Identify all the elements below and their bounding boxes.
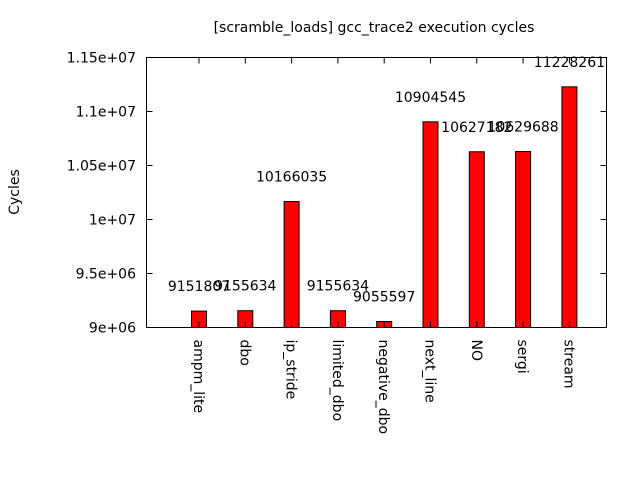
chart-title: [scramble_loads] gcc_trace2 execution cy… xyxy=(214,20,535,36)
data-label-NO: 10627182 xyxy=(441,120,512,136)
data-label-limited_dbo: 9155634 xyxy=(307,279,369,295)
y-tick-label: 1.15e+07 xyxy=(67,51,136,67)
category-label-NO: NO xyxy=(468,340,484,362)
bar-stream xyxy=(561,86,578,328)
bar-next_line xyxy=(422,121,439,328)
y-tick-label: 1.05e+07 xyxy=(67,159,136,175)
y-axis-label: Cycles xyxy=(7,169,23,215)
plot-frame xyxy=(146,57,607,328)
category-label-stream: stream xyxy=(560,340,576,389)
y-tick-label: 1.1e+07 xyxy=(76,105,136,121)
y-tick-label: 9.5e+06 xyxy=(76,267,137,283)
bar-ip_stride xyxy=(283,201,300,328)
data-label-dbo: 9155634 xyxy=(214,279,276,295)
category-label-dbo: dbo xyxy=(236,340,252,366)
category-label-next_line: next_line xyxy=(422,340,438,403)
y-tick-label: 1e+07 xyxy=(89,213,136,229)
data-label-stream: 11228261 xyxy=(534,55,605,71)
data-label-ampm_lite: 9151807 xyxy=(168,279,230,295)
bar-sergi xyxy=(515,150,532,328)
y-tick-label: 9e+06 xyxy=(89,321,136,337)
category-label-limited_dbo: limited_dbo xyxy=(329,340,345,422)
x-axis-tick-labels: ampm_lite dbo ip_stride limited_dbo negative… xyxy=(190,340,576,435)
bar-series xyxy=(191,57,578,329)
category-label-negative_dbo: negative_dbo xyxy=(375,340,391,435)
category-label-sergi: sergi xyxy=(514,340,530,374)
data-label-sergi: 10629688 xyxy=(487,119,558,135)
y-axis-ticks: 9e+06 9.5e+06 1e+07 1.05e+07 1.1e+07 1.15e+07 xyxy=(67,51,607,337)
data-label-next_line: 10904545 xyxy=(395,90,466,106)
data-label-ip_stride: 10166035 xyxy=(256,170,327,186)
bar-NO xyxy=(468,151,485,328)
category-label-ampm_lite: ampm_lite xyxy=(190,340,206,414)
category-label-ip_stride: ip_stride xyxy=(283,340,299,400)
data-label-negative_dbo: 9055597 xyxy=(353,289,415,305)
data-labels: 9151807915563410166035915563490555971090… xyxy=(168,55,605,306)
